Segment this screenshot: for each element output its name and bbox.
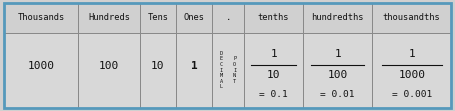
Text: thousandths: thousandths [383,13,440,22]
Text: 1000: 1000 [27,61,55,71]
Text: = 0.001: = 0.001 [392,90,432,99]
Text: tenths: tenths [258,13,289,22]
Text: Tens: Tens [147,13,168,22]
Text: .: . [226,13,231,22]
Bar [303,33,372,108]
Text: 1: 1 [334,49,341,59]
Text: 100: 100 [99,61,119,71]
Bar [303,3,372,33]
Bar [372,33,451,108]
Bar [244,3,303,33]
Bar [244,33,303,108]
Text: 1: 1 [191,61,197,71]
Text: 10: 10 [267,70,280,80]
Bar [212,3,244,33]
Text: 1000: 1000 [398,70,425,80]
Text: P
O
I
N
T: P O I N T [233,56,236,84]
Text: = 0.1: = 0.1 [259,90,288,99]
Bar [212,33,244,108]
Bar [78,3,140,33]
Bar [4,33,78,108]
Text: hundredths: hundredths [311,13,364,22]
Text: 10: 10 [151,61,165,71]
Text: Hundreds: Hundreds [88,13,130,22]
Bar [4,3,78,33]
Bar [176,3,212,33]
Bar [372,3,451,33]
Text: 100: 100 [328,70,348,80]
Text: 1: 1 [270,49,277,59]
Bar [140,33,176,108]
Text: 1: 1 [409,49,415,59]
Bar [78,33,140,108]
Bar [140,3,176,33]
Text: Thousands: Thousands [17,13,65,22]
Bar [176,33,212,108]
Text: = 0.01: = 0.01 [320,90,355,99]
Text: Ones: Ones [184,13,205,22]
Text: D
E
C
I
M
A
L: D E C I M A L [220,51,223,89]
